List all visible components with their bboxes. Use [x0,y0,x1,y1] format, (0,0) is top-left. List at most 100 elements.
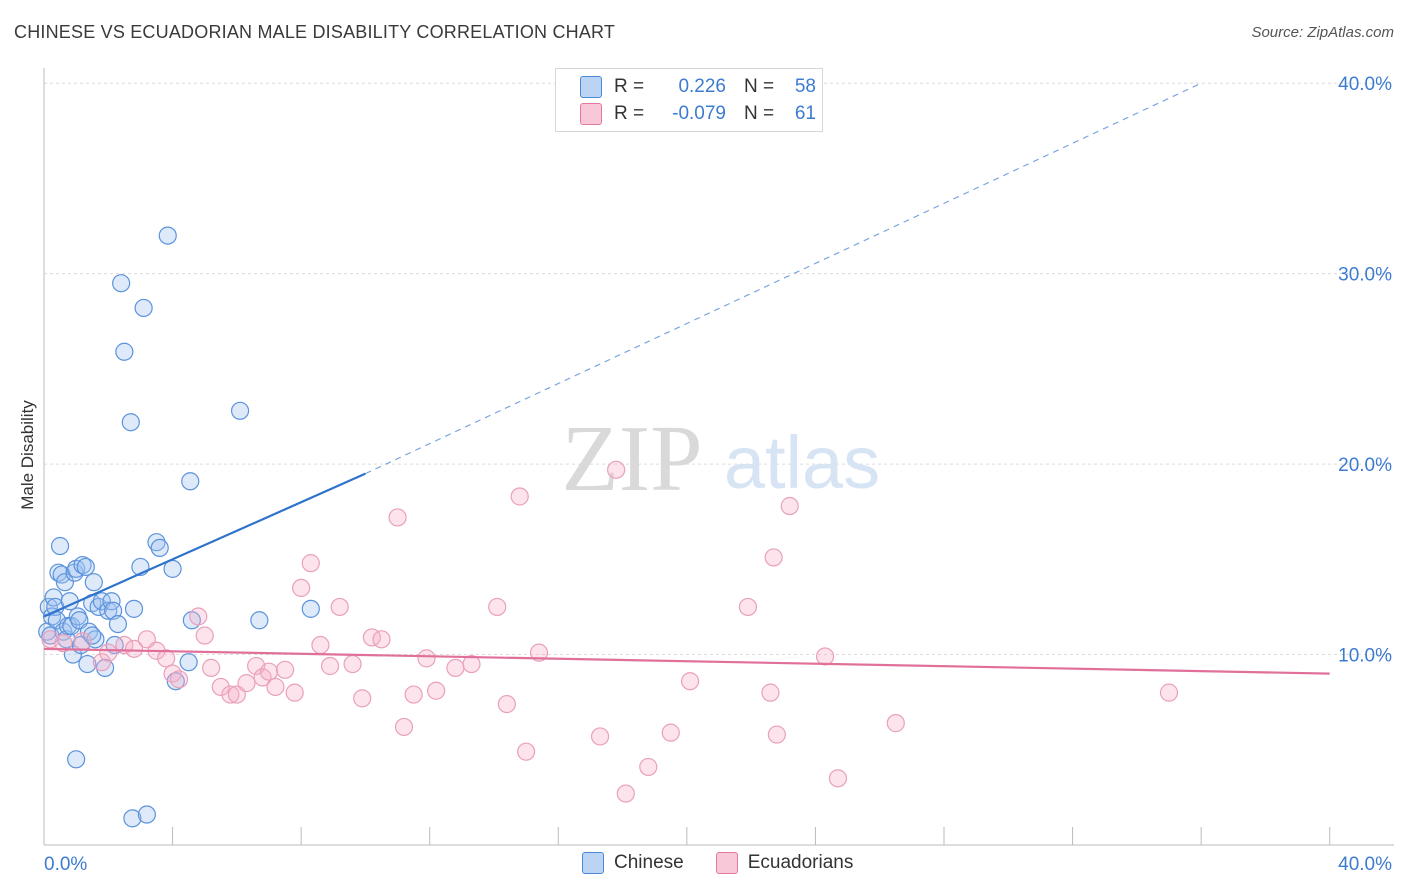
data-point [661,723,680,742]
data-point [510,487,529,506]
data-point [1159,683,1179,702]
data-point [67,750,86,769]
data-point [73,632,92,651]
data-point [780,496,799,516]
grid-lines [44,82,1394,656]
data-point [221,685,240,704]
data-point [230,401,250,420]
data-point [83,626,102,645]
data-point [886,714,905,733]
legend-n-label: N = [744,76,775,97]
data-point [102,592,121,611]
data-point [137,805,156,824]
legend-r-value: 0.226 [678,76,726,97]
data-point [517,742,536,761]
data-point [115,342,134,361]
data-point [320,656,340,676]
watermark-zip: ZIP [562,407,703,511]
data-point [285,683,304,702]
data-point [828,769,848,788]
legend-n-label: N = [744,103,775,124]
data-point [394,717,414,737]
y-tick-label: 30.0% [1338,265,1392,286]
y-tick-label: 40.0% [1338,74,1392,95]
legend-row-chinese: R = 0.226 N = 58 [580,75,816,99]
data-point [607,460,626,479]
legend-label-chinese: Chinese [614,852,684,873]
source-label: Source: ZipAtlas.com [1251,24,1394,41]
data-point [112,274,131,293]
trend-line-chinese-extension [365,82,1202,475]
data-point [157,649,176,668]
data-point [99,643,118,662]
data-point [124,639,144,658]
watermark: ZIP atlas [562,407,881,511]
legend-swatch-ecuadorians [580,103,602,125]
data-point [738,597,758,617]
data-point [497,694,516,714]
data-point [250,611,269,630]
data-point [124,599,144,618]
correlation-legend: R = 0.226 N = 58 R = -0.079 N = 61 [555,68,823,132]
data-point [179,653,198,672]
data-point [761,683,780,702]
legend-swatch-chinese [580,76,602,98]
data-point [488,597,507,617]
data-point [462,654,481,674]
chart-title: CHINESE VS ECUADORIAN MALE DISABILITY CO… [14,22,616,42]
data-point [616,784,635,803]
data-point [639,757,658,777]
data-point [372,630,391,649]
data-point [147,533,166,552]
data-point [590,727,610,746]
data-point [330,597,349,617]
legend-item-chinese: Chinese [582,852,684,874]
data-point [92,653,111,672]
data-point [54,634,73,653]
trend-lines [43,82,1330,675]
data-point [266,677,285,697]
data-point [446,658,465,677]
legend-r-label: R = [614,103,645,124]
series-ecuadorians [41,460,1179,803]
watermark-atlas: atlas [724,421,880,504]
data-point [134,298,153,318]
trend-line-ecuadorians [43,647,1330,675]
data-point [311,635,330,655]
data-point [73,555,92,575]
data-point [237,674,256,693]
data-point [150,538,169,558]
data-point [417,649,436,668]
data-point [84,573,103,592]
data-point [169,670,189,689]
y-tick-label: 20.0% [1338,455,1392,476]
data-point [353,689,372,708]
legend-n-value: 58 [794,76,816,97]
x-tick-label-min: 0.0% [44,854,87,875]
data-point [529,643,549,662]
data-point [181,472,200,491]
y-axis-label: Male Disability [18,400,37,510]
legend-r-value: -0.079 [672,103,726,124]
series-legend: Chinese Ecuadorians [582,852,885,874]
data-point [202,658,221,677]
data-point [388,508,407,527]
axes [43,68,1394,846]
legend-n-value: 61 [794,103,816,124]
data-point [76,557,95,577]
data-point [99,601,118,620]
data-point [680,672,700,691]
data-point [764,548,783,567]
legend-swatch-ecuadorians [715,852,738,874]
data-point [95,658,115,677]
data-points [38,226,1179,828]
data-point [211,677,230,697]
trend-line-chinese [43,472,366,618]
y-tick-label: 10.0% [1338,646,1392,667]
data-point [259,662,279,681]
data-point [275,660,295,679]
legend-item-ecuadorians: Ecuadorians [715,852,853,874]
data-point [158,226,177,245]
data-point [292,578,311,598]
legend-row-ecuadorians: R = -0.079 N = 61 [580,102,816,126]
